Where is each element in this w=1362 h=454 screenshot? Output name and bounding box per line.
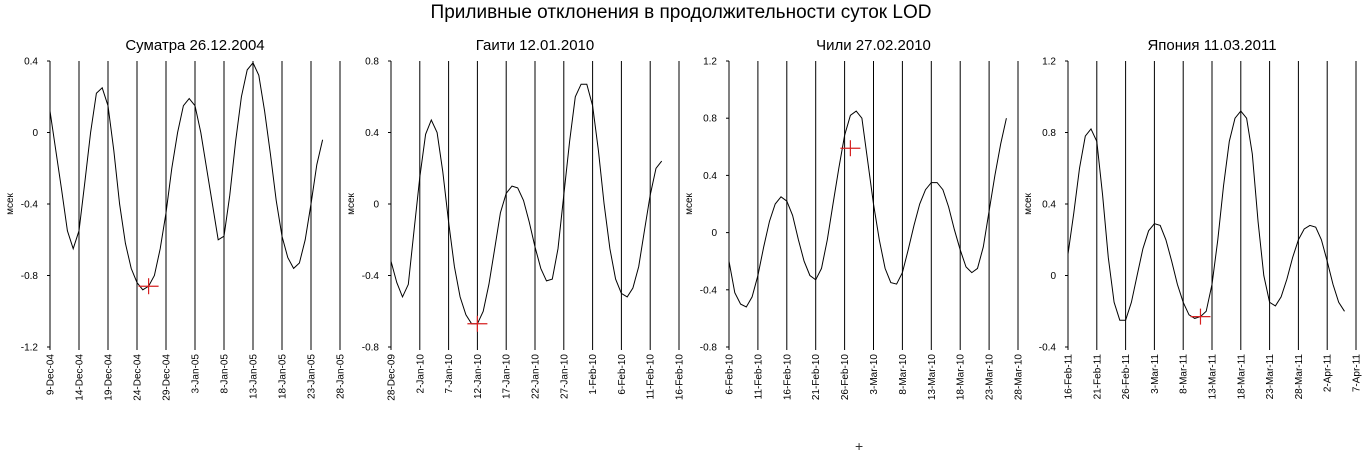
y-tick-label: 0.8 bbox=[703, 114, 717, 125]
x-tick-label: 11-Feb-10 bbox=[753, 354, 764, 400]
y-tick-label: 0.4 bbox=[24, 57, 38, 68]
x-tick-label: 2-Apr-11 bbox=[1323, 354, 1334, 393]
y-tick-label: -0.4 bbox=[1039, 343, 1057, 354]
x-tick-label: 28-Jan-05 bbox=[336, 354, 347, 399]
x-tick-label: 18-Mar-11 bbox=[1236, 354, 1247, 400]
x-tick-label: 24-Dec-04 bbox=[133, 354, 144, 401]
x-tick-label: 7-Jan-10 bbox=[444, 354, 455, 394]
x-tick-label: 8-Jan-05 bbox=[220, 354, 231, 394]
cursor-crosshair-glyph: + bbox=[855, 438, 864, 454]
x-tick-label: 27-Jan-10 bbox=[559, 354, 570, 399]
series-line bbox=[1067, 110, 1345, 321]
chart-panel-4: Япония 11.03.2011 мсек 16-Feb-11 21-Feb-11 2… bbox=[1023, 37, 1362, 399]
x-tick-label: 21-Feb-10 bbox=[811, 354, 822, 401]
x-tick-label: 26-Feb-10 bbox=[840, 354, 851, 401]
x-tick-label: 13-Jan-05 bbox=[249, 354, 260, 399]
x-tick-label: 28-Mar-11 bbox=[1294, 354, 1305, 400]
event-marker bbox=[840, 140, 861, 157]
y-tick-label: -0.4 bbox=[700, 285, 718, 296]
y-tick-label: 0.4 bbox=[1042, 200, 1056, 211]
event-marker bbox=[1190, 308, 1211, 325]
y-tick-label: -0.4 bbox=[362, 271, 380, 282]
event-marker bbox=[138, 278, 159, 295]
y-tick-label: -0.4 bbox=[21, 200, 39, 211]
y-axis-label: мсек bbox=[5, 192, 16, 214]
x-tick-label: 1-Feb-10 bbox=[588, 354, 599, 395]
x-tick-label: 3-Mar-10 bbox=[869, 354, 880, 395]
chart-title: Суматра 26.12.2004 bbox=[125, 37, 264, 54]
x-tick-label: 23-Jan-05 bbox=[307, 354, 318, 399]
x-tick-label: 28-Dec-09 bbox=[387, 354, 398, 401]
y-tick-label: 0 bbox=[711, 228, 717, 239]
y-tick-label: 0 bbox=[373, 200, 379, 211]
x-tick-label: 8-Mar-11 bbox=[1179, 354, 1190, 394]
x-tick-label: 6-Feb-10 bbox=[617, 354, 628, 395]
x-tick-label: 6-Feb-10 bbox=[725, 354, 736, 395]
y-tick-label: -1.2 bbox=[21, 343, 39, 354]
x-tick-label: 7-Apr-11 bbox=[1352, 354, 1362, 393]
x-tick-label: 12-Jan-10 bbox=[473, 354, 484, 399]
x-tick-label: 18-Mar-10 bbox=[956, 354, 967, 401]
x-tick-label: 17-Jan-10 bbox=[502, 354, 513, 399]
y-axis-label: мсек bbox=[1023, 192, 1034, 214]
x-tick-label: 13-Mar-11 bbox=[1208, 354, 1219, 400]
y-tick-label: -0.8 bbox=[21, 271, 39, 282]
series-line bbox=[390, 83, 663, 325]
chart-title: Гаити 12.01.2010 bbox=[476, 37, 595, 54]
x-tick-label: 3-Jan-05 bbox=[191, 354, 202, 394]
chart-title: Япония 11.03.2011 bbox=[1147, 37, 1276, 54]
y-tick-label: 1.2 bbox=[1042, 57, 1056, 68]
series-line bbox=[728, 110, 1007, 308]
x-tick-label: 23-Mar-10 bbox=[985, 354, 996, 401]
x-tick-label: 13-Mar-10 bbox=[927, 354, 938, 401]
x-tick-label: 16-Feb-10 bbox=[782, 354, 793, 401]
chart-title: Чили 27.02.2010 bbox=[816, 37, 931, 54]
x-tick-label: 23-Mar-11 bbox=[1265, 354, 1276, 400]
chart-panel-2: Гаити 12.01.2010 мсек 28-Dec-09 2-Jan-10 7-J… bbox=[346, 37, 686, 401]
x-tick-label: 22-Jan-10 bbox=[531, 354, 542, 399]
y-axis-label: мсек bbox=[346, 192, 357, 214]
x-tick-label: 9-Dec-04 bbox=[46, 354, 57, 396]
x-tick-label: 21-Feb-11 bbox=[1092, 354, 1103, 400]
y-tick-label: 0.8 bbox=[1042, 128, 1056, 139]
y-tick-label: 0.4 bbox=[365, 128, 379, 139]
x-tick-label: 19-Dec-04 bbox=[104, 354, 115, 401]
y-tick-label: 0 bbox=[32, 128, 38, 139]
x-tick-label: 11-Feb-10 bbox=[646, 354, 657, 400]
x-tick-label: 16-Feb-10 bbox=[675, 354, 686, 401]
event-marker bbox=[467, 315, 488, 332]
x-tick-label: 29-Dec-04 bbox=[162, 354, 173, 401]
y-tick-label: 0.8 bbox=[365, 57, 379, 68]
x-tick-label: 18-Jan-05 bbox=[278, 354, 289, 399]
x-tick-label: 2-Jan-10 bbox=[415, 354, 426, 394]
y-tick-label: 1.2 bbox=[703, 57, 717, 68]
x-tick-label: 28-Mar-10 bbox=[1014, 354, 1025, 401]
y-tick-label: 0.4 bbox=[703, 171, 717, 182]
x-tick-label: 3-Mar-11 bbox=[1150, 354, 1161, 394]
main-title: Приливные отклонения в продолжительности… bbox=[430, 2, 932, 23]
y-tick-label: -0.8 bbox=[362, 343, 380, 354]
x-tick-label: 26-Feb-11 bbox=[1121, 354, 1132, 400]
x-tick-label: 14-Dec-04 bbox=[75, 354, 86, 401]
chart-panel-3: Чили 27.02.2010 мсек 6-Feb-10 11-Feb-10 16-F… bbox=[684, 37, 1025, 400]
chart-panel-1: Суматра 26.12.2004 мсек 9-Dec-04 14-Dec-04 1… bbox=[5, 37, 347, 401]
y-axis-label: мсек bbox=[684, 192, 695, 214]
x-tick-label: 16-Feb-11 bbox=[1064, 354, 1075, 400]
series-line bbox=[49, 61, 324, 291]
x-tick-label: 8-Mar-10 bbox=[898, 354, 909, 395]
y-tick-label: 0 bbox=[1050, 271, 1056, 282]
y-tick-label: -0.8 bbox=[700, 343, 718, 354]
